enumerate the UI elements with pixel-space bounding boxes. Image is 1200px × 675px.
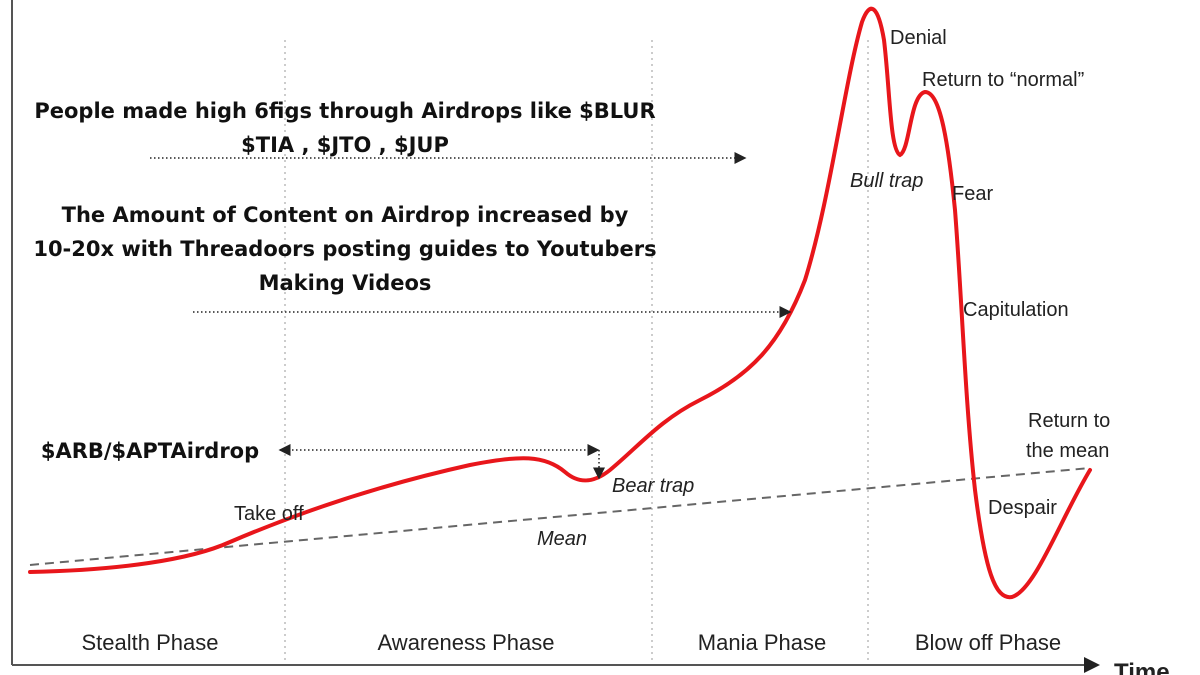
phase-label: Awareness Phase	[378, 630, 555, 655]
cycle-curve	[28, 6, 1092, 600]
annotation-arrows	[150, 152, 792, 480]
phase-label: Blow off Phase	[915, 630, 1061, 655]
stage-label: Bear trap	[612, 475, 694, 497]
annotation: $TIA , $JTO , $JUP	[241, 133, 449, 157]
axes	[11, 0, 1100, 673]
stage-label: the mean	[1026, 440, 1109, 462]
phase-label: Stealth Phase	[82, 630, 219, 655]
annotation: 10-20x with Threadoors posting guides to…	[33, 237, 656, 261]
x-axis-label: Time	[1114, 659, 1170, 675]
annotation: Making Videos	[259, 271, 432, 295]
mean-line	[29, 467, 1091, 566]
stage-label: Denial	[890, 27, 947, 49]
stage-label: Fear	[952, 183, 993, 205]
stage-label: Mean	[537, 528, 587, 550]
stage-label: Take off	[234, 503, 304, 525]
annotation: The Amount of Content on Airdrop increas…	[62, 203, 629, 227]
annotation: $ARB/$APTAirdrop	[41, 439, 259, 463]
stage-label: Despair	[988, 497, 1057, 519]
annotation: People made high 6figs through Airdrops …	[34, 99, 655, 123]
stage-label: Return to “normal”	[922, 69, 1084, 91]
stage-label: Capitulation	[963, 299, 1069, 321]
stage-label: Bull trap	[850, 170, 923, 192]
phase-separators	[284, 40, 869, 660]
phase-label: Mania Phase	[698, 630, 826, 655]
stage-label: Return to	[1028, 410, 1110, 432]
